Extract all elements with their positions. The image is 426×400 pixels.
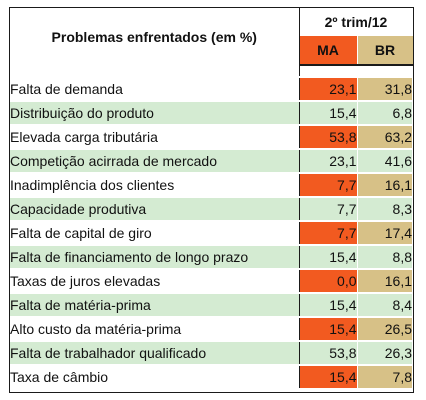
problem-label: Taxa de câmbio bbox=[10, 364, 300, 388]
table-row: Falta de matéria-prima 15,4 8,4 bbox=[10, 292, 413, 317]
value-br: 6,8 bbox=[357, 100, 413, 125]
problem-label: Competição acirrada de mercado bbox=[10, 148, 300, 173]
value-br: 16,1 bbox=[357, 172, 413, 197]
value-ma: 15,4 bbox=[299, 364, 358, 388]
table-row: Inadimplência dos clientes 7,7 16,1 bbox=[10, 172, 413, 197]
value-br: 26,3 bbox=[357, 340, 413, 365]
period-header: 2º trim/12 bbox=[324, 14, 388, 30]
column-title: Problemas enfrentados (em %) bbox=[10, 8, 300, 65]
spacer-cell bbox=[299, 65, 358, 77]
value-br: 63,2 bbox=[357, 124, 413, 149]
spacer-cell bbox=[357, 65, 413, 77]
value-br: 41,6 bbox=[357, 148, 413, 173]
value-br: 8,3 bbox=[357, 196, 413, 221]
value-ma: 15,4 bbox=[299, 244, 358, 269]
table-row: Alto custo da matéria-prima 15,4 26,5 bbox=[10, 316, 413, 341]
value-ma: 53,8 bbox=[299, 340, 358, 365]
value-ma: 7,7 bbox=[299, 172, 358, 197]
value-br: 8,4 bbox=[357, 292, 413, 317]
problem-label: Taxas de juros elevadas bbox=[10, 268, 300, 293]
table-row: Falta de demanda 23,1 31,8 bbox=[10, 76, 413, 101]
table-row: Falta de trabalhador qualificado 53,8 26… bbox=[10, 340, 413, 365]
value-ma: 23,1 bbox=[299, 76, 358, 101]
problem-label: Elevada carga tributária bbox=[10, 124, 300, 149]
table-row: Competição acirrada de mercado 23,1 41,6 bbox=[10, 148, 413, 173]
problem-label: Falta de trabalhador qualificado bbox=[10, 340, 300, 365]
value-br: 7,8 bbox=[357, 364, 413, 388]
table-row: Falta de capital de giro 7,7 17,4 bbox=[10, 220, 413, 245]
problem-label: Falta de demanda bbox=[10, 76, 300, 101]
problem-label: Falta de capital de giro bbox=[10, 220, 300, 245]
problem-label: Alto custo da matéria-prima bbox=[10, 316, 300, 341]
value-br: 16,1 bbox=[357, 268, 413, 293]
spacer-cell bbox=[10, 65, 300, 77]
table-row: Taxas de juros elevadas 0,0 16,1 bbox=[10, 268, 413, 293]
table-row: Capacidade produtiva 7,7 8,3 bbox=[10, 196, 413, 221]
problems-table-frame: Problemas enfrentados (em %) 2º trim/12 … bbox=[9, 7, 414, 393]
value-ma: 7,7 bbox=[299, 196, 358, 221]
value-ma: 7,7 bbox=[299, 220, 358, 245]
value-br: 26,5 bbox=[357, 316, 413, 341]
problem-label: Falta de matéria-prima bbox=[10, 292, 300, 317]
problems-table: Problemas enfrentados (em %) 2º trim/12 … bbox=[10, 8, 413, 388]
value-ma: 53,8 bbox=[299, 124, 358, 149]
problem-label: Inadimplência dos clientes bbox=[10, 172, 300, 197]
value-br: 17,4 bbox=[357, 220, 413, 245]
value-br: 8,8 bbox=[357, 244, 413, 269]
value-ma: 15,4 bbox=[299, 316, 358, 341]
value-br: 31,8 bbox=[357, 76, 413, 101]
problem-label: Capacidade produtiva bbox=[10, 196, 300, 221]
value-ma: 0,0 bbox=[299, 268, 358, 293]
problem-label: Falta de financiamento de longo prazo bbox=[10, 244, 300, 269]
col-header-ma: MA bbox=[299, 36, 358, 66]
table-row: Taxa de câmbio 15,4 7,8 bbox=[10, 364, 413, 388]
value-ma: 23,1 bbox=[299, 148, 358, 173]
table-row: Falta de financiamento de longo prazo 15… bbox=[10, 244, 413, 269]
col-header-br: BR bbox=[357, 36, 413, 66]
value-ma: 15,4 bbox=[299, 292, 358, 317]
table-row: Distribuição do produto 15,4 6,8 bbox=[10, 100, 413, 125]
problem-label: Distribuição do produto bbox=[10, 100, 300, 125]
value-ma: 15,4 bbox=[299, 100, 358, 125]
table-row: Elevada carga tributária 53,8 63,2 bbox=[10, 124, 413, 149]
